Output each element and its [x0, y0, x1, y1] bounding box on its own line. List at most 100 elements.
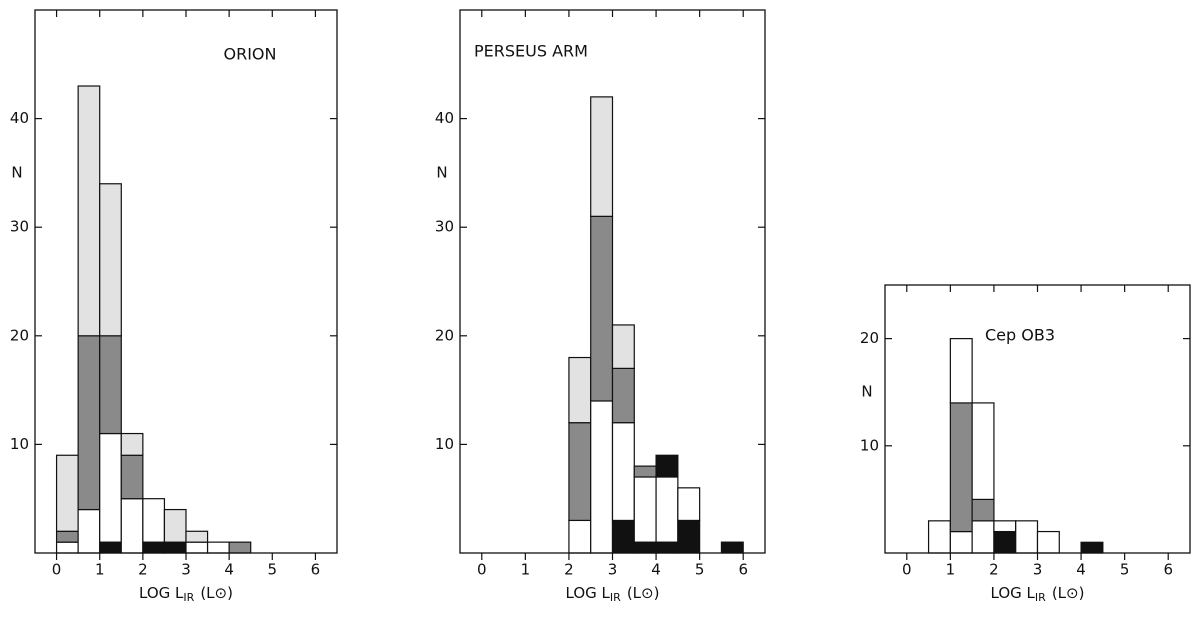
histogram-segment — [568, 356, 592, 424]
histogram-segment — [949, 402, 973, 533]
x-tick-label: 6 — [1163, 561, 1173, 579]
histogram-segment — [120, 432, 144, 456]
histogram-segment — [568, 519, 592, 554]
histogram-segment — [971, 498, 995, 522]
histogram-segment — [655, 476, 679, 543]
x-tick-label: 1 — [95, 561, 105, 579]
histogram-segment — [55, 454, 79, 532]
histogram-segment — [993, 530, 1017, 554]
x-tick-label: 1 — [521, 561, 531, 579]
histogram-segment — [99, 432, 122, 543]
y-axis-label: N — [11, 163, 22, 181]
histogram-segment — [99, 183, 122, 337]
chart-panel: 0 1 2 3 4 5 6 10 20 N Cep OB3 LOG LIR (L⊙) — [860, 284, 1191, 605]
histogram-segment — [633, 465, 657, 478]
x-axis-label-part: LOG L — [139, 584, 184, 602]
histogram-segment — [633, 541, 657, 554]
histogram-segment — [633, 476, 657, 543]
panel-title: ORION — [224, 45, 277, 64]
panel-title: PERSEUS ARM — [474, 42, 588, 61]
histogram-segment — [611, 422, 635, 522]
histogram-segment — [99, 541, 122, 554]
x-tick-label: 1 — [946, 561, 956, 579]
histogram-segment — [611, 367, 635, 424]
x-tick-label: 2 — [564, 561, 574, 579]
histogram-segment — [99, 335, 122, 435]
y-tick-label: 20 — [860, 329, 879, 347]
panel-title: Cep OB3 — [985, 326, 1055, 345]
histogram-segment — [993, 520, 1017, 533]
histogram-segment — [655, 454, 679, 478]
x-axis-label: LOG LIR (L⊙) — [991, 584, 1085, 605]
x-tick-label: 5 — [695, 561, 705, 579]
histogram-segment — [655, 541, 679, 554]
x-tick-label: 4 — [651, 561, 661, 579]
histogram-segment — [77, 335, 101, 511]
histogram-segment — [590, 215, 614, 402]
y-tick-label: 10 — [10, 435, 29, 453]
y-tick-label: 30 — [10, 218, 29, 236]
y-tick-label: 40 — [435, 109, 454, 127]
histogram-segment — [185, 530, 209, 543]
histogram-segment — [120, 454, 144, 500]
x-axis-label-part: IR — [1035, 591, 1046, 604]
histogram-segment — [611, 519, 635, 554]
x-tick-label: 2 — [989, 561, 999, 579]
y-tick-label: 40 — [10, 109, 29, 127]
x-tick-label: 0 — [52, 561, 62, 579]
x-tick-label: 5 — [268, 561, 278, 579]
x-axis-label-part: LOG L — [991, 584, 1036, 602]
histogram-segment — [142, 541, 166, 554]
x-tick-label: 4 — [224, 561, 234, 579]
x-axis-label: LOG LIR (L⊙) — [139, 584, 233, 605]
x-axis-label-part: IR — [183, 591, 194, 604]
x-axis-label-part: (L⊙) — [1052, 584, 1085, 602]
y-tick-label: 10 — [435, 435, 454, 453]
histogram-segment — [55, 541, 79, 554]
x-tick-label: 4 — [1076, 561, 1086, 579]
x-tick-label: 0 — [902, 561, 912, 579]
y-axis-label: N — [436, 163, 447, 181]
histogram-segment — [120, 498, 144, 554]
histogram-segment — [949, 530, 973, 554]
histogram-segment — [949, 338, 973, 404]
histogram-segment — [611, 324, 635, 369]
histogram-segment — [1015, 520, 1039, 554]
x-axis-label-part: (L⊙) — [200, 584, 233, 602]
x-axis-label: LOG LIR (L⊙) — [566, 584, 660, 605]
histogram-segment — [77, 508, 101, 554]
histogram-segment — [677, 519, 701, 554]
histogram-segment — [1036, 530, 1060, 554]
histogram-segment — [77, 85, 101, 337]
x-tick-label: 2 — [138, 561, 148, 579]
chart-panel: 0 1 2 3 4 5 6 10 20 30 40 N PERSEUS ARM LOG LIR (L⊙) — [435, 9, 766, 605]
histogram-segment — [971, 520, 995, 554]
histogram-segment — [971, 402, 995, 501]
x-tick-label: 3 — [608, 561, 618, 579]
histogram-segment — [163, 508, 187, 543]
histogram-segment — [720, 541, 744, 554]
histogram-segment — [206, 541, 230, 554]
y-tick-label: 10 — [860, 436, 879, 454]
histogram-segment — [228, 541, 252, 554]
histogram-segment — [590, 400, 614, 554]
histogram-segment — [677, 487, 701, 522]
y-tick-label: 30 — [435, 218, 454, 236]
histogram-segment — [163, 541, 187, 554]
histogram-segment — [568, 422, 592, 522]
histogram-segment — [927, 520, 951, 554]
x-tick-label: 5 — [1120, 561, 1130, 579]
histogram-segment — [1080, 541, 1104, 554]
chart-panel: 0 1 2 3 4 5 6 10 20 30 40 N ORION LOG LIR (L⊙) — [10, 9, 338, 605]
x-axis-label-part: LOG L — [566, 584, 611, 602]
x-axis-label-part: (L⊙) — [627, 584, 660, 602]
y-tick-label: 20 — [10, 326, 29, 344]
x-tick-label: 6 — [311, 561, 321, 579]
histogram-segment — [55, 530, 79, 543]
y-tick-label: 20 — [435, 326, 454, 344]
x-tick-label: 3 — [1033, 561, 1043, 579]
histogram-segment — [590, 96, 614, 217]
x-tick-label: 0 — [477, 561, 487, 579]
x-axis-label-part: IR — [610, 591, 621, 604]
